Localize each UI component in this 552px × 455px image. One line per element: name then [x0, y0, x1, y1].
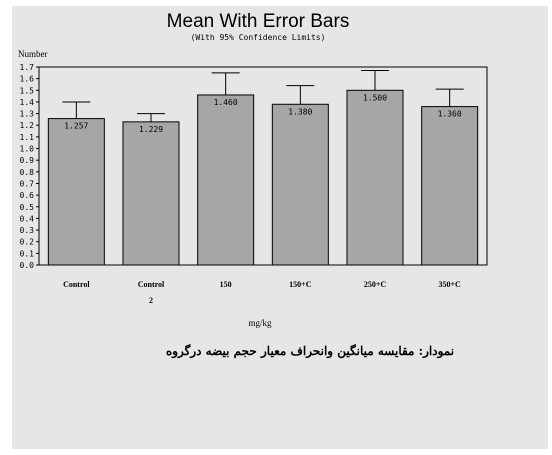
y-axis-label: Number — [18, 49, 48, 59]
x-tick-label: 150+C — [289, 280, 312, 289]
y-tick-label: 0.8 — [20, 168, 35, 177]
y-tick-label: 1.2 — [20, 121, 35, 130]
data-label: 1.380 — [288, 107, 312, 116]
plot-frame — [38, 66, 488, 266]
x-tick-label: Control — [138, 280, 165, 289]
data-label: 1.460 — [214, 98, 238, 107]
y-tick-label: 1.5 — [20, 86, 35, 95]
bar — [421, 106, 479, 266]
y-tick-label: 0.5 — [20, 203, 35, 212]
y-tick-label: 1.1 — [20, 133, 35, 142]
x-tick-label: 150 — [220, 280, 232, 289]
y-tick-label: 0.0 — [20, 261, 35, 270]
data-label: 1.360 — [438, 110, 462, 119]
y-tick-label: 1.0 — [20, 145, 35, 154]
y-tick-label: 0.1 — [20, 249, 35, 258]
y-tick-label: 0.2 — [20, 238, 35, 247]
figure-caption: نمودار: مقایسه میانگین وانحراف معیار حجم… — [165, 344, 455, 358]
y-tick-label: 1.6 — [20, 75, 35, 84]
plot-area: 0.0 0.1 0.2 0.3 0.4 0.5 0.6 0.7 0.8 0.9 1.0 1.1 1.2 1… — [20, 63, 488, 305]
bar — [47, 118, 105, 266]
bar — [122, 121, 180, 266]
y-tick-label: 0.9 — [20, 156, 35, 165]
x-tick-label: 350+C — [438, 280, 461, 289]
bar — [197, 94, 255, 266]
x-axis-label: mg/kg — [248, 318, 272, 328]
data-label: 1.257 — [64, 122, 88, 131]
y-tick-label: 1.4 — [20, 98, 35, 107]
x-tick-label: 250+C — [364, 280, 387, 289]
x-tick-label-line2: 2 — [149, 296, 153, 305]
y-tick-label: 1.3 — [20, 110, 35, 119]
y-tick-label: 1.7 — [20, 63, 35, 72]
bar — [271, 103, 329, 266]
data-label: 1.229 — [139, 125, 163, 134]
data-label: 1.500 — [363, 93, 387, 102]
y-tick-label: 0.7 — [20, 179, 35, 188]
chart-subtitle: (With 95% Confidence Limits) — [191, 33, 326, 42]
y-tick-label: 0.4 — [20, 214, 35, 223]
chart-title: Mean With Error Bars — [167, 11, 350, 32]
x-tick-label: Control — [63, 280, 90, 289]
bar — [346, 89, 404, 266]
y-tick-label: 0.6 — [20, 191, 35, 200]
y-tick-label: 0.3 — [20, 226, 35, 235]
